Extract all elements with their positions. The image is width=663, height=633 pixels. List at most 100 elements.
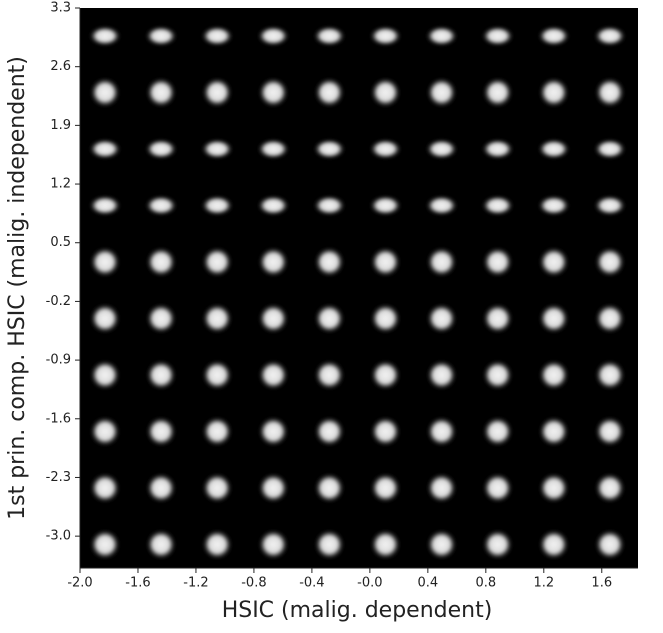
y-tick-label: -0.2	[46, 294, 71, 309]
cell-image	[202, 529, 233, 560]
cell-image	[314, 416, 345, 447]
cell-image	[89, 139, 121, 159]
y-tick-label: 2.6	[50, 59, 71, 74]
x-tick-label: -0.4	[299, 576, 324, 591]
cell-image	[90, 416, 120, 447]
cell-image	[90, 360, 120, 390]
x-axis-label: HSIC (malig. dependent)	[222, 598, 493, 623]
x-tick-label: -1.6	[125, 576, 150, 591]
cell-image	[482, 360, 513, 390]
cell-image	[425, 26, 458, 46]
cell-image	[425, 139, 458, 159]
cell-image	[537, 195, 570, 216]
cell-image	[482, 416, 513, 447]
cell-image	[145, 26, 178, 46]
cell-image	[89, 195, 121, 216]
cell-image	[202, 247, 233, 277]
cell-image	[202, 303, 233, 334]
cell-image	[258, 77, 289, 108]
cell-image	[481, 26, 514, 46]
cell-image	[314, 77, 345, 108]
cell-image	[538, 416, 569, 447]
cell-image	[146, 247, 177, 277]
cell-image	[594, 529, 625, 560]
cell-image	[314, 529, 345, 560]
cell-image	[258, 473, 289, 503]
cell-image	[146, 303, 177, 334]
cell-image	[593, 195, 626, 216]
cell-image	[482, 247, 513, 277]
x-tick-label: -0.0	[357, 576, 382, 591]
cell-image	[593, 26, 626, 46]
cell-image	[146, 360, 177, 390]
cell-image	[426, 416, 457, 447]
cell-image	[481, 195, 514, 216]
x-tick-label: 0.4	[418, 576, 439, 591]
cell-image	[314, 303, 345, 334]
cell-image	[258, 416, 289, 447]
cell-image	[314, 360, 345, 390]
y-tick-label: -2.3	[46, 470, 71, 485]
cell-image	[90, 303, 120, 334]
cell-image	[538, 303, 569, 334]
cell-image	[146, 416, 177, 447]
x-tick-label: 0.8	[475, 576, 496, 591]
cell-image	[426, 303, 457, 334]
y-tick-label: 0.5	[50, 235, 71, 250]
cell-image	[90, 77, 120, 108]
cell-image	[594, 303, 625, 334]
cell-image	[538, 360, 569, 390]
y-tick-label: -3.0	[46, 529, 71, 544]
y-tick-label: 3.3	[50, 1, 71, 16]
cell-image	[201, 139, 234, 159]
cell-image	[146, 473, 177, 503]
cell-image	[258, 529, 289, 560]
cell-image	[369, 139, 402, 159]
cell-image	[202, 473, 233, 503]
cell-image	[370, 303, 401, 334]
x-tick-label: 1.2	[533, 576, 554, 591]
cell-image	[593, 139, 626, 159]
cell-image	[258, 360, 289, 390]
cell-image	[258, 303, 289, 334]
cell-image	[89, 26, 121, 46]
cell-image	[594, 416, 625, 447]
cell-image	[145, 139, 178, 159]
cell-image	[594, 360, 625, 390]
cell-image	[538, 77, 569, 108]
cell-image	[369, 26, 402, 46]
cell-image	[482, 303, 513, 334]
cell-image	[146, 529, 177, 560]
cell-image	[482, 473, 513, 503]
x-tick-label: -2.0	[67, 576, 92, 591]
x-tick-label: 1.6	[591, 576, 612, 591]
cell-image	[145, 195, 178, 216]
cell-image	[313, 26, 346, 46]
cell-image	[426, 473, 457, 503]
cell-image	[257, 26, 290, 46]
cell-image	[313, 139, 346, 159]
x-tick-label: -0.8	[241, 576, 266, 591]
cell-image	[482, 529, 513, 560]
cell-image	[370, 77, 401, 108]
y-tick-label: -0.9	[46, 353, 71, 368]
cell-image	[257, 195, 290, 216]
cell-image	[90, 529, 120, 560]
cell-image	[257, 139, 290, 159]
cell-image	[202, 77, 233, 108]
cell-image	[538, 529, 569, 560]
cell-image	[370, 416, 401, 447]
cell-image	[146, 77, 177, 108]
cell-image	[369, 195, 402, 216]
cell-image	[426, 247, 457, 277]
y-tick-label: 1.9	[50, 118, 71, 133]
y-axis-label: 1st prin. comp. HSIC (malig. independent…	[5, 56, 30, 520]
cell-image	[90, 247, 120, 277]
cell-image	[537, 26, 570, 46]
cell-image	[426, 77, 457, 108]
cell-image	[201, 195, 234, 216]
cell-image	[370, 360, 401, 390]
cell-image	[425, 195, 458, 216]
y-tick-label: -1.6	[46, 411, 71, 426]
